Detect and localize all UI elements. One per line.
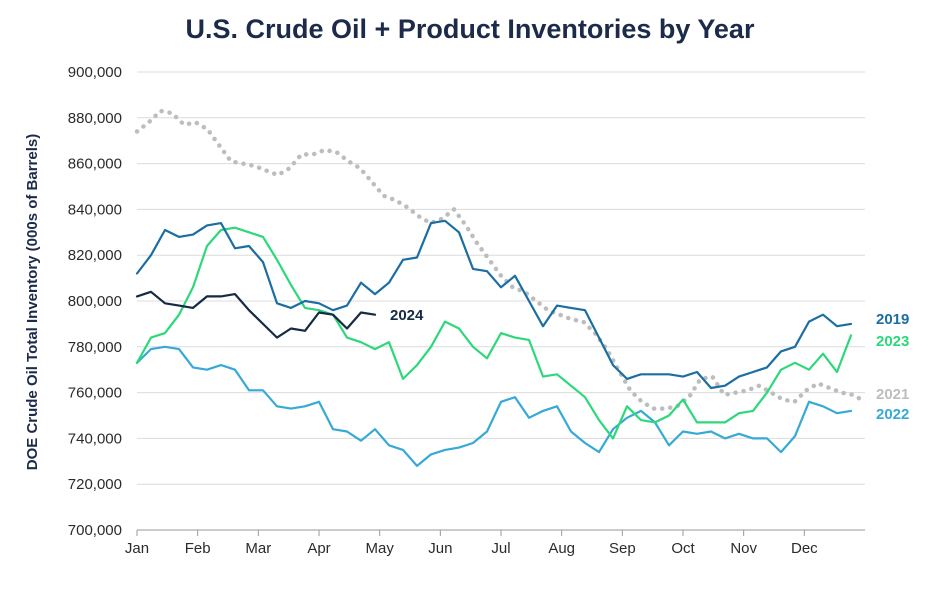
- series-line-2023: [135, 226, 853, 440]
- y-axis: 700,000 720,000 740,000 760,000 780,000 800,0…: [68, 64, 122, 539]
- x-tick-label: Oct: [671, 540, 695, 557]
- x-tick-label: Dec: [791, 540, 818, 557]
- series-label-2019: 2019: [876, 311, 909, 328]
- y-tick-label: 780,000: [68, 339, 122, 356]
- x-tick-label: May: [365, 540, 394, 557]
- series: [134, 108, 868, 467]
- x-tick-label: Sep: [609, 540, 636, 557]
- y-tick-label: 820,000: [68, 247, 122, 264]
- x-tick-label: Nov: [730, 540, 757, 557]
- x-tick-label: Apr: [307, 540, 330, 557]
- y-tick-label: 840,000: [68, 201, 122, 218]
- series-label-2024: 2024: [390, 307, 424, 324]
- x-axis: Jan Feb Mar Apr May Jun Jul Aug Sep Oct Nov Dec: [125, 530, 818, 557]
- y-tick-label: 900,000: [68, 64, 122, 81]
- series-line-2021: [134, 108, 868, 411]
- series-labels: 2021 2019 2023 2022 2024: [390, 307, 909, 423]
- gridlines: [137, 71, 865, 531]
- y-tick-label: 740,000: [68, 430, 122, 447]
- series-label-2021: 2021: [876, 386, 909, 403]
- x-tick-label: Jul: [491, 540, 510, 557]
- series-label-2023: 2023: [876, 333, 909, 350]
- x-tick-label: Mar: [245, 540, 271, 557]
- y-tick-label: 880,000: [68, 110, 122, 127]
- y-tick-label: 700,000: [68, 522, 122, 539]
- x-tick-label: Jun: [428, 540, 452, 557]
- series-line-2024: [135, 290, 377, 339]
- x-tick-label: Aug: [548, 540, 575, 557]
- series-label-2022: 2022: [876, 406, 909, 423]
- x-tick-label: Jan: [125, 540, 149, 557]
- y-tick-label: 720,000: [68, 476, 122, 493]
- chart-title: U.S. Crude Oil + Product Inventories by …: [185, 14, 755, 44]
- y-tick-label: 760,000: [68, 385, 122, 402]
- y-tick-label: 800,000: [68, 293, 122, 310]
- y-axis-title: DOE Crude Oil Total Inventory (000s of B…: [24, 134, 41, 470]
- series-line-2019: [135, 219, 853, 390]
- series-line-2022: [135, 345, 853, 467]
- x-tick-label: Feb: [185, 540, 211, 557]
- y-tick-label: 860,000: [68, 156, 122, 173]
